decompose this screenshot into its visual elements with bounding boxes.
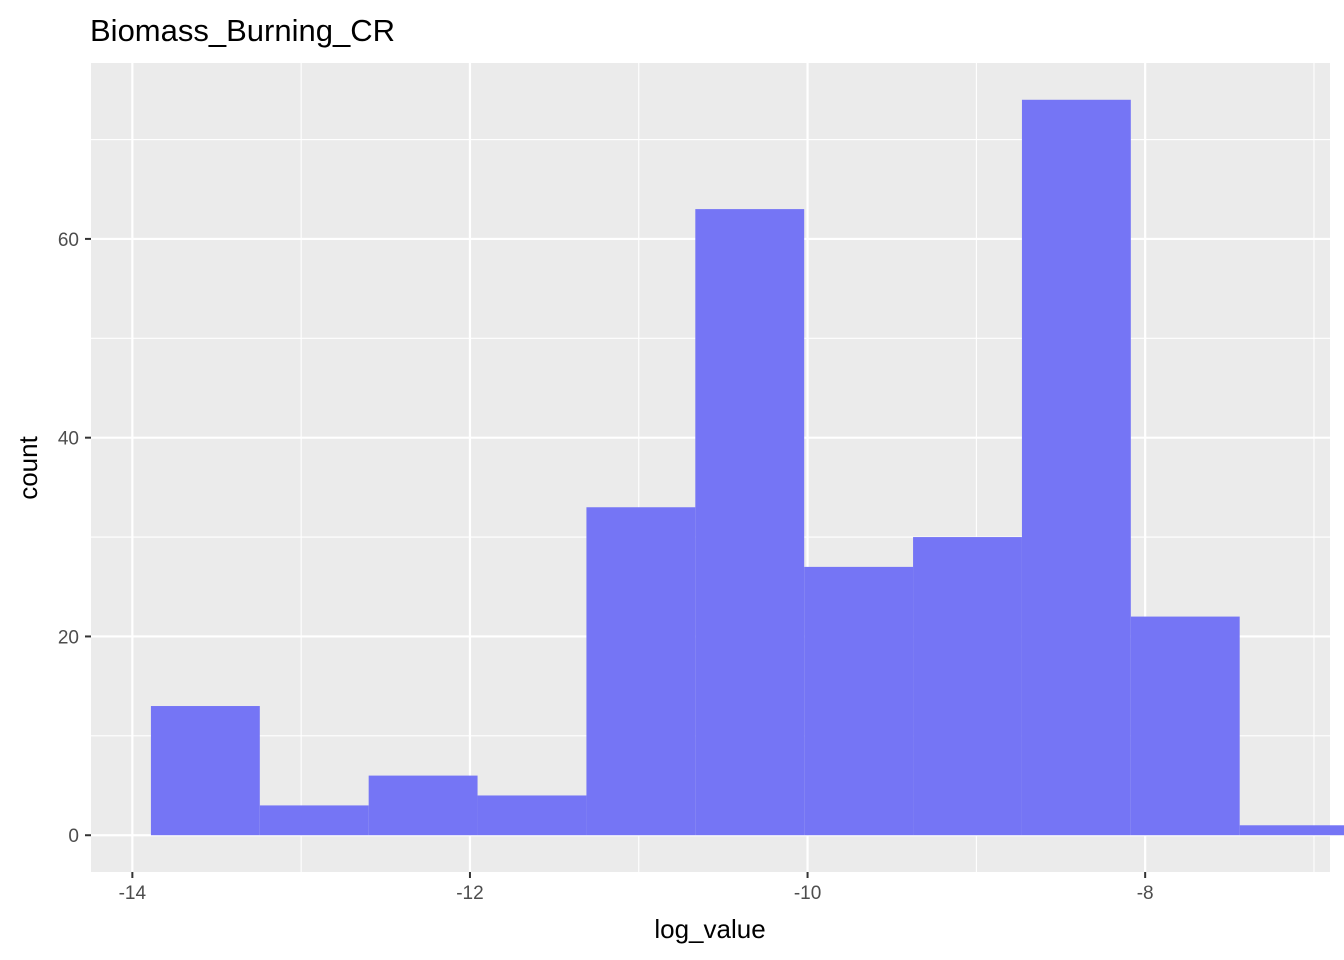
x-tick-label: -8 [1137, 883, 1154, 904]
histogram-bar [150, 706, 260, 836]
histogram-bar [1130, 616, 1240, 836]
chart-title: Biomass_Burning_CR [90, 13, 395, 48]
histogram-bar [804, 566, 914, 836]
histogram-bar [1239, 825, 1344, 836]
y-tick-label: 60 [58, 230, 79, 251]
y-axis-title: count [13, 435, 43, 499]
histogram-bar [913, 537, 1022, 836]
histogram-bar [259, 805, 369, 836]
histogram-bar [695, 209, 805, 836]
y-tick-label: 40 [58, 429, 79, 450]
histogram-bar [586, 507, 696, 836]
x-tick-label: -10 [794, 883, 821, 904]
histogram-bar [368, 775, 478, 836]
histogram-bar [1021, 99, 1131, 836]
x-axis-title: log_value [654, 914, 765, 944]
x-tick-label: -14 [119, 883, 147, 904]
x-axis: -14 -12 -10 -8 [119, 872, 1154, 904]
histogram-bars [150, 99, 1344, 836]
y-tick-label: 0 [68, 826, 79, 847]
x-tick-label: -12 [456, 883, 483, 904]
histogram-bar [477, 795, 587, 836]
y-tick-label: 20 [58, 627, 79, 648]
y-axis: 0 20 40 60 [58, 230, 91, 847]
